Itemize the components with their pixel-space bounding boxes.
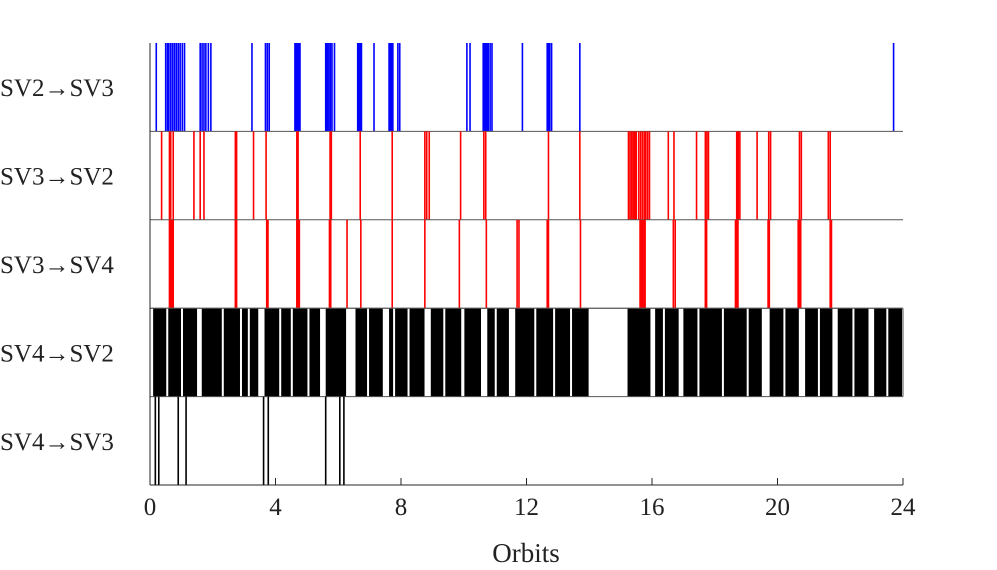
x-tick-label-2: 8 — [395, 494, 408, 521]
row-3-band-4 — [355, 308, 383, 397]
row-3-band-3 — [325, 308, 347, 397]
x-tick-label-6: 24 — [891, 494, 917, 521]
row-2: SV3→SV4 — [0, 219, 903, 309]
row-3-band-9 — [515, 308, 589, 397]
x-axis-label: Orbits — [492, 538, 560, 568]
row-label-3: SV4→SV2 — [0, 340, 114, 367]
row-3-band-7 — [464, 308, 482, 397]
row-label-0: SV2→SV3 — [0, 75, 114, 102]
x-tick-label-1: 4 — [269, 494, 282, 521]
row-label-1: SV3→SV2 — [0, 164, 114, 191]
row-label-4: SV4→SV3 — [0, 429, 114, 456]
row-3-band-6 — [430, 308, 462, 397]
row-3: SV4→SV2 — [0, 307, 904, 398]
row-0: SV2→SV3 — [0, 43, 903, 132]
row-4: SV4→SV3 — [0, 396, 345, 485]
x-tick-label-3: 12 — [514, 494, 539, 521]
x-tick-label-4: 16 — [640, 494, 665, 521]
row-label-2: SV3→SV4 — [0, 252, 114, 279]
x-ticks: 0 4 8 12 16 20 24 — [144, 478, 916, 521]
row-3-band-10 — [627, 308, 651, 397]
x-tick-label-5: 20 — [765, 494, 790, 521]
x-tick-label-0: 0 — [144, 494, 157, 521]
rows-layer: SV2→SV3 SV3→SV2 SV3→SV4 SV4→SV2 SV4→SV3 — [0, 43, 904, 485]
row-1: SV3→SV2 — [0, 131, 903, 221]
row-3-band-11 — [655, 308, 679, 397]
row-3-band-8 — [487, 308, 509, 397]
row-3-band-0 — [153, 308, 198, 397]
